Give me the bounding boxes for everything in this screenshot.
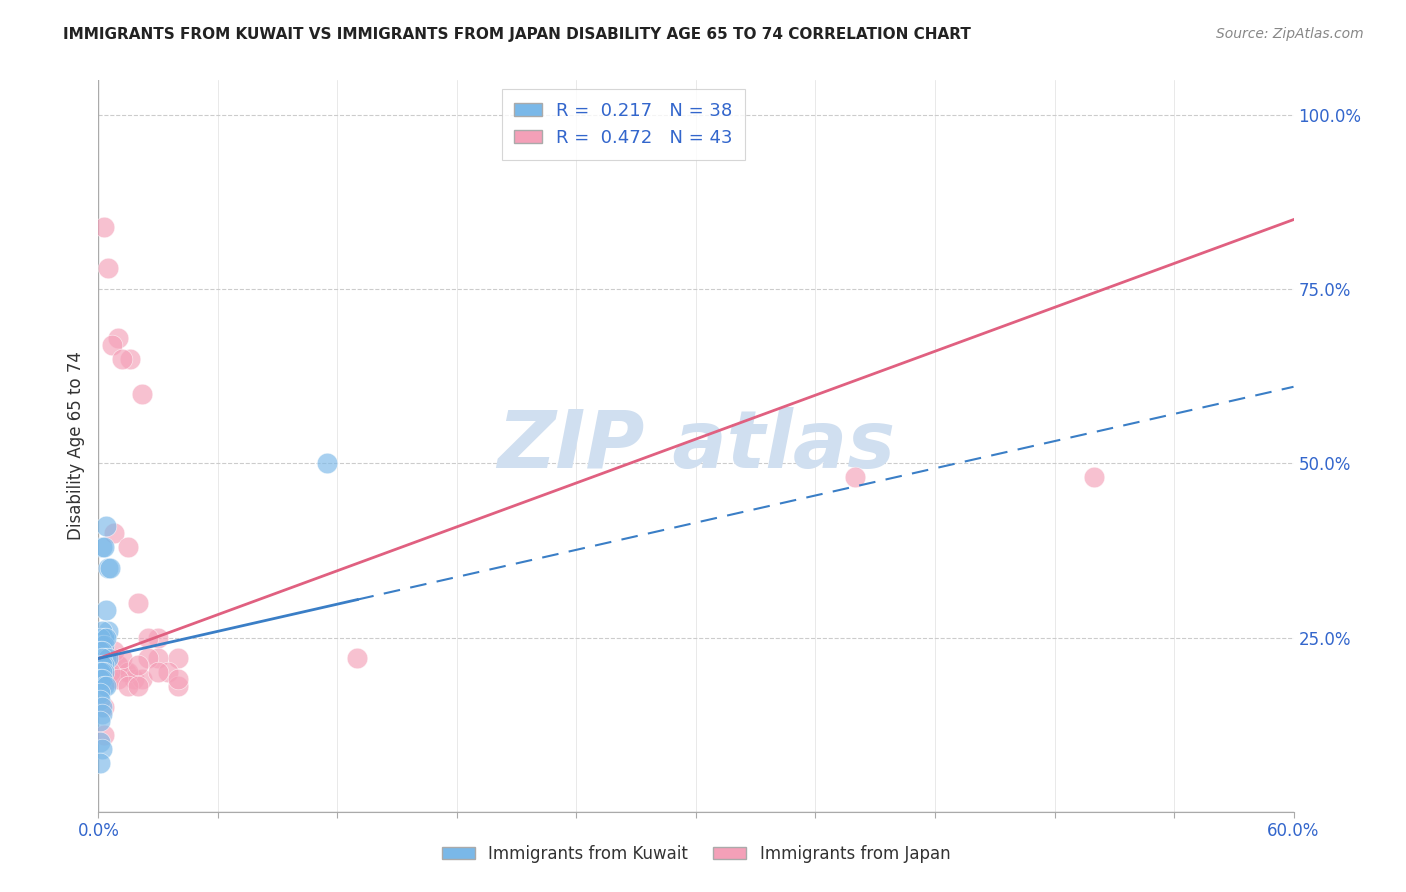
Point [167, 673, 190, 687]
Point [91, 658, 114, 673]
Point [93, 540, 115, 554]
Point [107, 658, 129, 673]
Point [148, 631, 170, 645]
Point [93, 638, 115, 652]
Point [120, 351, 142, 366]
Point [97, 624, 120, 638]
Point [89, 686, 111, 700]
Point [157, 665, 180, 680]
Point [115, 665, 138, 680]
Point [98, 651, 122, 665]
Point [117, 665, 139, 680]
Point [93, 631, 115, 645]
Point [127, 596, 149, 610]
Point [107, 658, 129, 673]
Point [97, 651, 120, 665]
Point [93, 728, 115, 742]
Point [97, 651, 120, 665]
Point [98, 665, 122, 680]
Point [131, 386, 153, 401]
Point [98, 561, 122, 575]
Point [103, 526, 125, 541]
Point [148, 651, 170, 665]
Point [89, 644, 111, 658]
Point [91, 700, 114, 714]
Point [1083, 470, 1105, 484]
Point [91, 651, 114, 665]
Point [91, 707, 114, 722]
Point [91, 742, 114, 756]
Point [93, 700, 115, 714]
Point [91, 540, 114, 554]
Point [93, 631, 115, 645]
Point [93, 665, 115, 680]
Point [89, 756, 111, 770]
Point [89, 714, 111, 728]
Point [111, 651, 134, 665]
Point [96, 519, 118, 533]
Point [96, 603, 118, 617]
Point [93, 219, 115, 234]
Point [89, 673, 111, 687]
Point [91, 665, 114, 680]
Point [316, 457, 339, 471]
Point [124, 673, 146, 687]
Point [103, 644, 125, 658]
Point [93, 644, 115, 658]
Point [117, 679, 139, 693]
Point [96, 679, 118, 693]
Point [107, 331, 129, 345]
Point [167, 679, 190, 693]
Point [148, 665, 170, 680]
Point [96, 651, 118, 665]
Point [167, 651, 190, 665]
Point [101, 338, 124, 352]
Point [127, 658, 149, 673]
Point [93, 651, 115, 665]
Text: ZIP atlas: ZIP atlas [496, 407, 896, 485]
Point [91, 624, 114, 638]
Point [136, 631, 159, 645]
Point [111, 351, 134, 366]
Point [93, 631, 115, 645]
Point [93, 658, 115, 673]
Point [89, 693, 111, 707]
Point [91, 638, 114, 652]
Text: Source: ZipAtlas.com: Source: ZipAtlas.com [1216, 27, 1364, 41]
Text: IMMIGRANTS FROM KUWAIT VS IMMIGRANTS FROM JAPAN DISABILITY AGE 65 TO 74 CORRELAT: IMMIGRANTS FROM KUWAIT VS IMMIGRANTS FRO… [63, 27, 972, 42]
Point [844, 470, 866, 484]
Point [97, 261, 120, 276]
Point [89, 631, 111, 645]
Point [91, 644, 114, 658]
Point [107, 673, 129, 687]
Point [98, 673, 122, 687]
Point [89, 735, 111, 749]
Point [93, 665, 115, 680]
Y-axis label: Disability Age 65 to 74: Disability Age 65 to 74 [66, 351, 84, 541]
Point [93, 679, 115, 693]
Point [346, 651, 368, 665]
Legend: Immigrants from Kuwait, Immigrants from Japan: Immigrants from Kuwait, Immigrants from … [434, 838, 957, 869]
Point [89, 665, 111, 680]
Point [136, 651, 159, 665]
Point [127, 679, 149, 693]
Point [131, 673, 153, 687]
Point [97, 561, 120, 575]
Point [117, 540, 139, 554]
Point [91, 673, 114, 687]
Point [96, 631, 118, 645]
